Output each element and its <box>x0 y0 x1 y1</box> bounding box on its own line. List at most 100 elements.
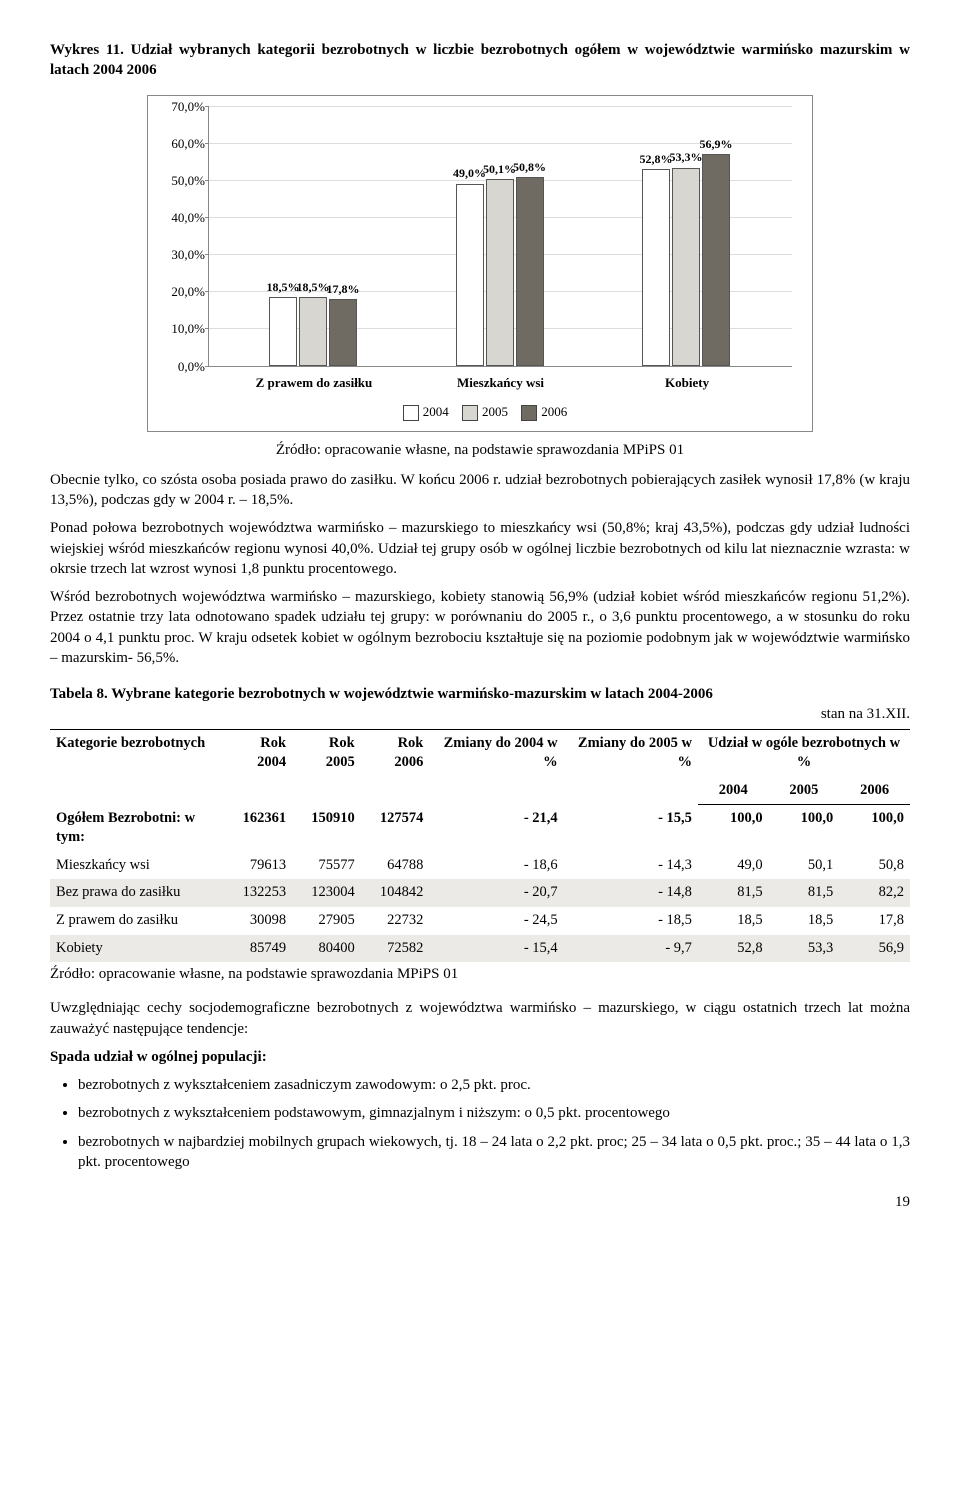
table-cell: 85749 <box>223 935 292 963</box>
legend-label-2004: 2004 <box>423 404 449 419</box>
table-cell: 56,9 <box>839 935 910 963</box>
table-cell: 22732 <box>361 907 430 935</box>
bar <box>299 297 327 366</box>
chart-title: Wykres 11. Udział wybranych kategorii be… <box>50 40 910 81</box>
table-cell: - 24,5 <box>429 907 563 935</box>
chart-container: 0,0%10,0%20,0%30,0%40,0%50,0%60,0%70,0%1… <box>147 95 813 432</box>
table-cell: 18,5 <box>769 907 840 935</box>
legend-swatch-2004 <box>403 405 419 421</box>
data-table: Kategorie bezrobotnych Rok 2004 Rok 2005… <box>50 729 910 963</box>
bullet-list: bezrobotnych z wykształceniem zasadniczy… <box>78 1075 910 1172</box>
table-cell: 123004 <box>292 879 361 907</box>
table-cell: 18,5 <box>698 907 769 935</box>
table-row: Mieszkańcy wsi796137557764788- 18,6- 14,… <box>50 852 910 880</box>
y-tick-label: 40,0% <box>161 209 205 227</box>
table-cell: 50,8 <box>839 852 910 880</box>
bar <box>672 168 700 366</box>
table-cell: 104842 <box>361 879 430 907</box>
table-cell: - 9,7 <box>564 935 698 963</box>
list-item: bezrobotnych z wykształceniem podstawowy… <box>78 1103 910 1123</box>
bar <box>702 154 730 365</box>
y-tick-label: 50,0% <box>161 172 205 190</box>
legend-swatch-2006 <box>521 405 537 421</box>
table-cell: 17,8 <box>839 907 910 935</box>
bar-label: 50,8% <box>513 159 546 175</box>
table-cell: - 14,8 <box>564 879 698 907</box>
table-cell: 30098 <box>223 907 292 935</box>
table-cell: 100,0 <box>769 805 840 852</box>
bar-label: 56,9% <box>700 136 733 152</box>
table-cell: 72582 <box>361 935 430 963</box>
table-title: Tabela 8. Wybrane kategorie bezrobotnych… <box>50 684 910 704</box>
y-tick-label: 0,0% <box>161 358 205 376</box>
y-tick-label: 20,0% <box>161 283 205 301</box>
table-row: Kobiety857498040072582- 15,4- 9,752,853,… <box>50 935 910 963</box>
col-zm2005: Zmiany do 2005 w % <box>564 729 698 805</box>
bar-label: 49,0% <box>453 165 486 181</box>
sub-2006: 2006 <box>839 777 910 805</box>
table-cell: 162361 <box>223 805 292 852</box>
bar <box>486 179 514 365</box>
table-cell: 81,5 <box>769 879 840 907</box>
col-rok2005: Rok 2005 <box>292 729 361 805</box>
col-udzial: Udział w ogóle bezrobotnych w % <box>698 729 910 777</box>
chart-area: 0,0%10,0%20,0%30,0%40,0%50,0%60,0%70,0%1… <box>208 106 792 367</box>
bar <box>516 177 544 366</box>
col-kategorie: Kategorie bezrobotnych <box>50 729 223 805</box>
category-label: Kobiety <box>665 374 709 392</box>
bar <box>642 169 670 365</box>
legend-label-2005: 2005 <box>482 404 508 419</box>
table-cell: Z prawem do zasiłku <box>50 907 223 935</box>
legend-label-2006: 2006 <box>541 404 567 419</box>
category-label: Mieszkańcy wsi <box>457 374 544 392</box>
bar-label: 18,5% <box>296 279 329 295</box>
table-cell: 75577 <box>292 852 361 880</box>
bar <box>456 184 484 366</box>
table-cell: 80400 <box>292 935 361 963</box>
paragraph-4: Uwzględniając cechy socjodemograficzne b… <box>50 998 910 1039</box>
table-row: Bez prawa do zasiłku132253123004104842- … <box>50 879 910 907</box>
col-rok2006: Rok 2006 <box>361 729 430 805</box>
table-cell: 100,0 <box>839 805 910 852</box>
list-item: bezrobotnych w najbardziej mobilnych gru… <box>78 1132 910 1173</box>
bar-label: 50,1% <box>483 161 516 177</box>
table-cell: 150910 <box>292 805 361 852</box>
table-cell: Bez prawa do zasiłku <box>50 879 223 907</box>
table-cell: 64788 <box>361 852 430 880</box>
page-number: 19 <box>50 1192 910 1212</box>
chart-source: Źródło: opracowanie własne, na podstawie… <box>50 440 910 460</box>
table-cell: - 15,5 <box>564 805 698 852</box>
col-rok2004: Rok 2004 <box>223 729 292 805</box>
paragraph-2: Ponad połowa bezrobotnych województwa wa… <box>50 518 910 579</box>
bar-label: 17,8% <box>326 281 359 297</box>
bar-label: 53,3% <box>670 149 703 165</box>
table-cell: Mieszkańcy wsi <box>50 852 223 880</box>
bar <box>269 297 297 366</box>
table-cell: Ogółem Bezrobotni: w tym: <box>50 805 223 852</box>
sub-2005: 2005 <box>769 777 840 805</box>
table-cell: 50,1 <box>769 852 840 880</box>
table-cell: 27905 <box>292 907 361 935</box>
table-cell: - 21,4 <box>429 805 563 852</box>
table-cell: - 15,4 <box>429 935 563 963</box>
table-cell: 127574 <box>361 805 430 852</box>
list-item: bezrobotnych z wykształceniem zasadniczy… <box>78 1075 910 1095</box>
table-cell: Kobiety <box>50 935 223 963</box>
table-cell: - 14,3 <box>564 852 698 880</box>
table-cell: 82,2 <box>839 879 910 907</box>
bar-label: 52,8% <box>640 151 673 167</box>
bar <box>329 299 357 365</box>
table-cell: 53,3 <box>769 935 840 963</box>
table-cell: 100,0 <box>698 805 769 852</box>
sub-2004: 2004 <box>698 777 769 805</box>
bar-label: 18,5% <box>266 279 299 295</box>
table-source: Źródło: opracowanie własne, na podstawie… <box>50 964 910 984</box>
paragraph-3: Wśród bezrobotnych województwa warmińsko… <box>50 587 910 668</box>
table-cell: 132253 <box>223 879 292 907</box>
legend-swatch-2005 <box>462 405 478 421</box>
y-tick-label: 70,0% <box>161 98 205 116</box>
table-cell: 52,8 <box>698 935 769 963</box>
y-tick-label: 60,0% <box>161 135 205 153</box>
table-cell: 79613 <box>223 852 292 880</box>
table-cell: - 20,7 <box>429 879 563 907</box>
